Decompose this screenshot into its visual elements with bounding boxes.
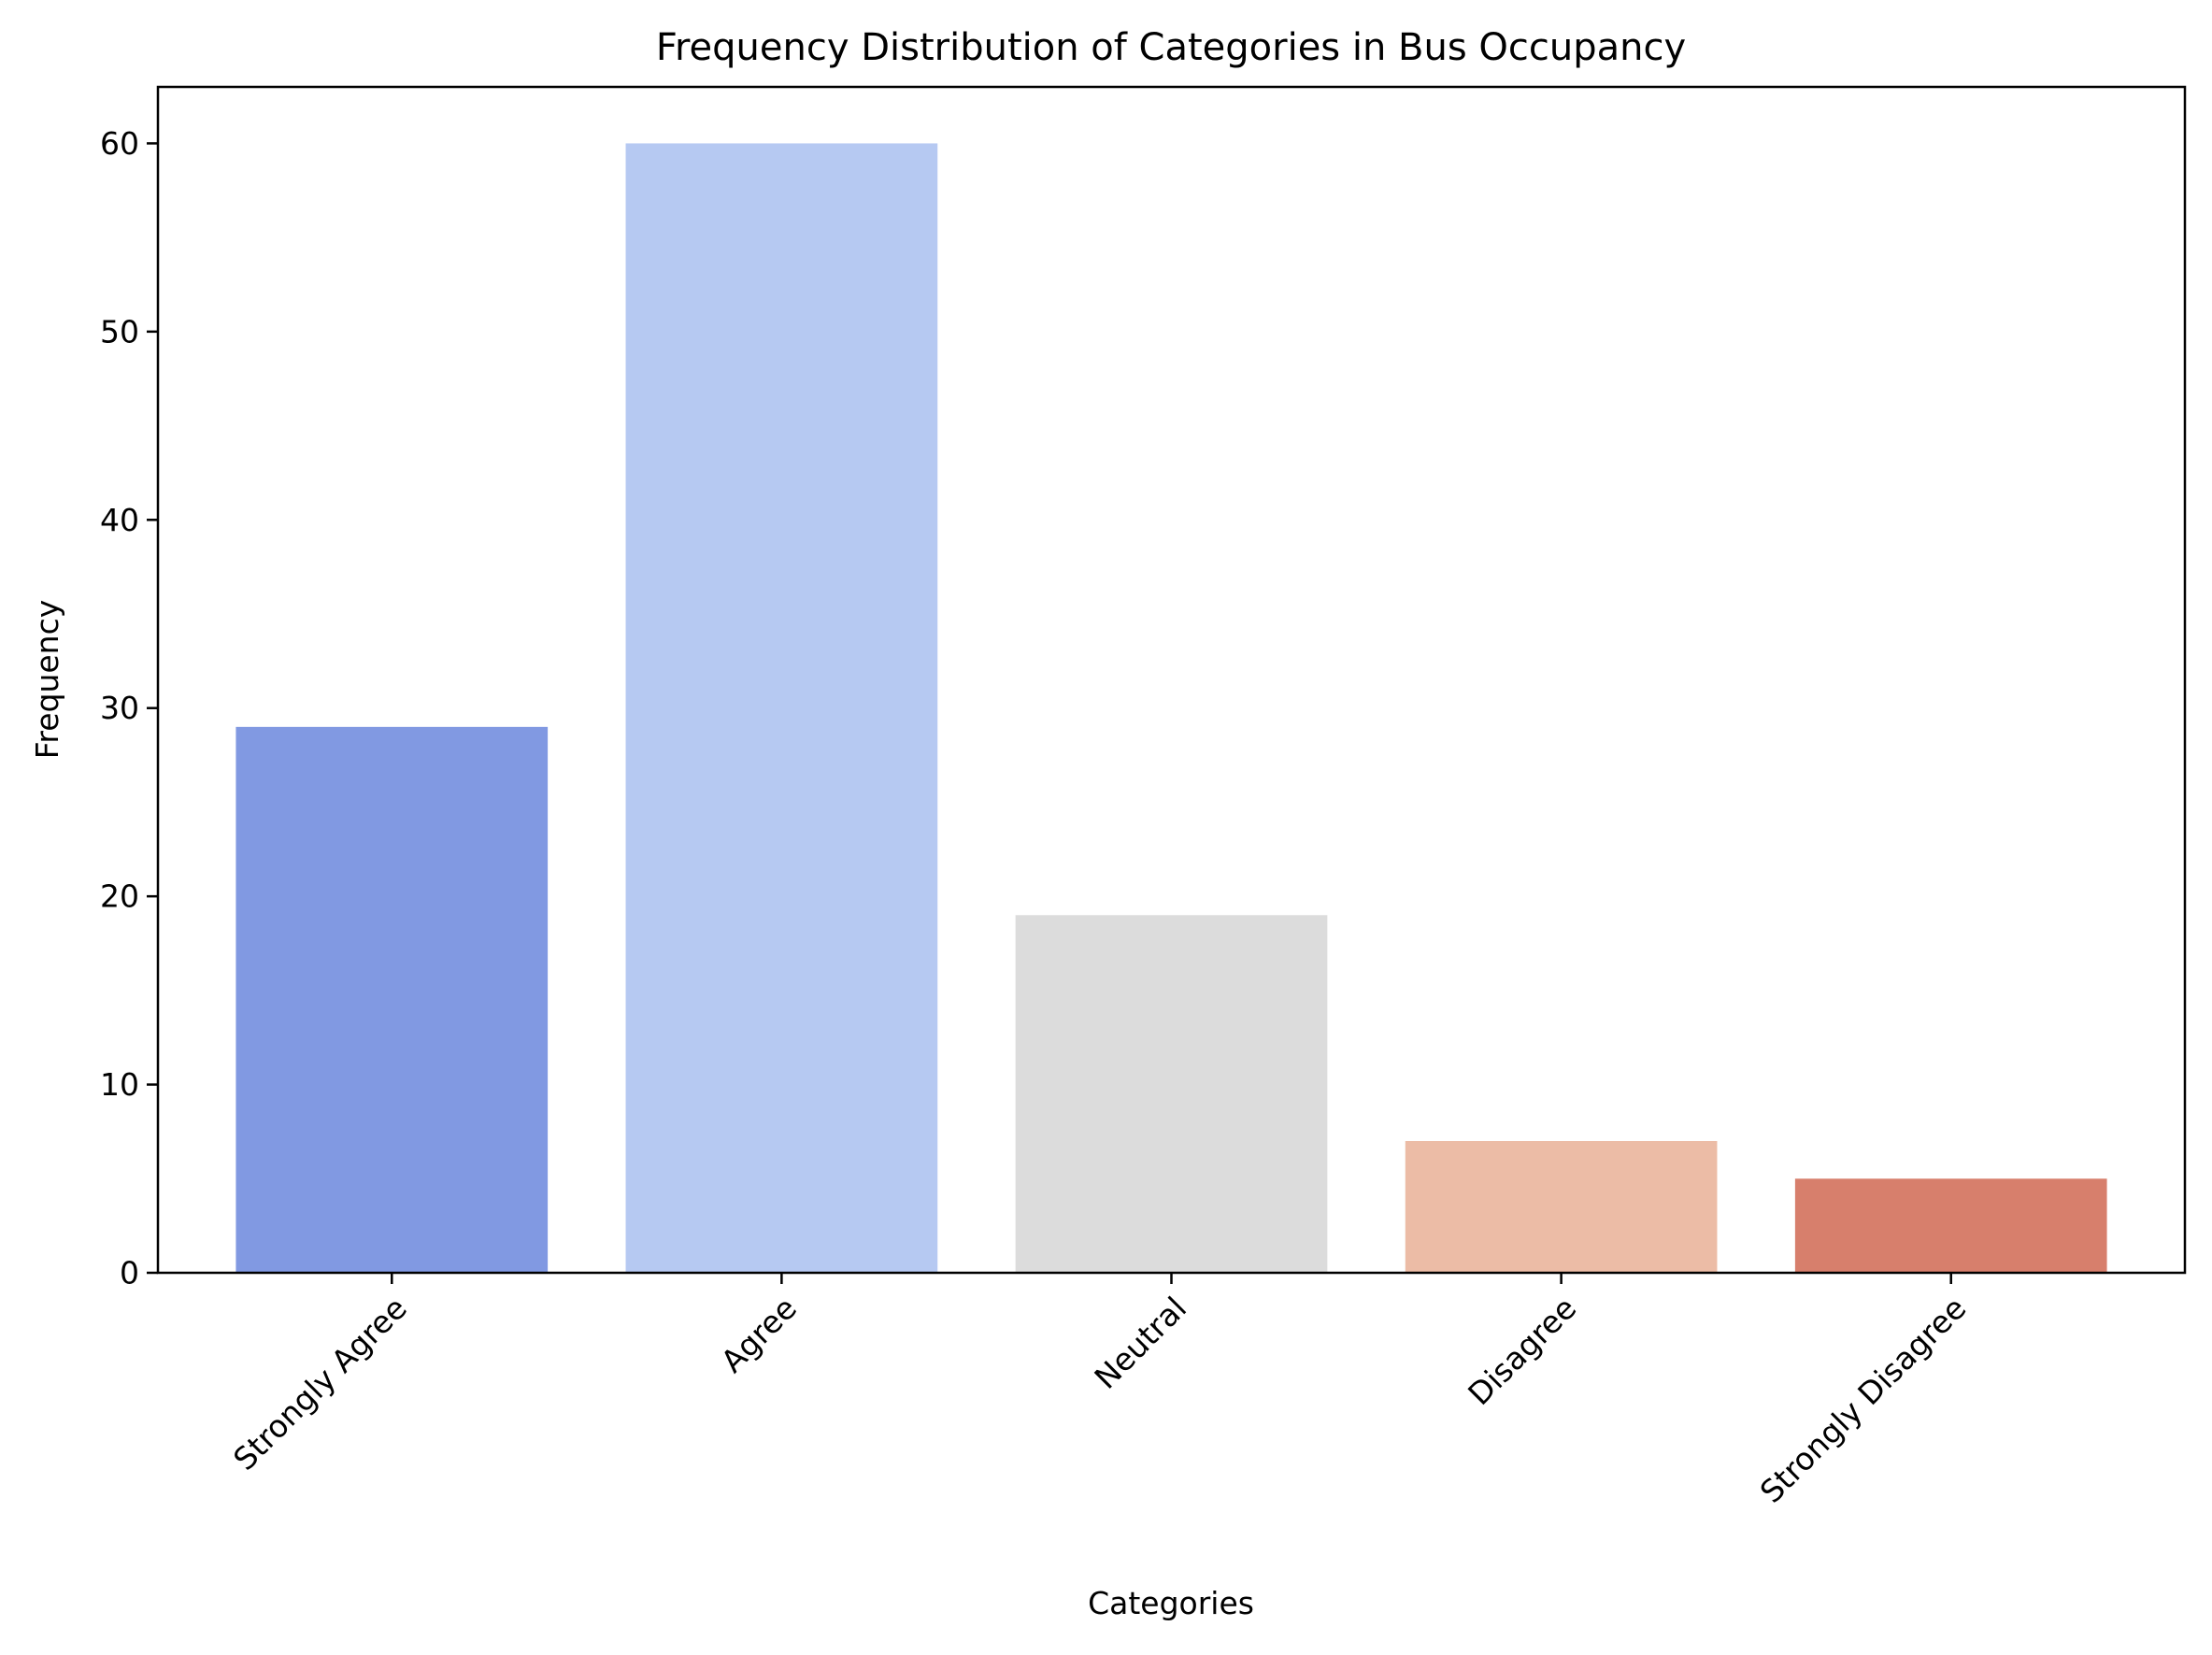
y-tick-label: 60 [100,125,139,162]
y-axis-ticks: 0 10 20 30 40 50 60 [100,125,158,1291]
y-tick-label: 40 [100,502,139,538]
bar-neutral [1015,915,1328,1273]
chart-title: Frequency Distribution of Categories in … [656,26,1686,69]
x-axis-label: Categories [1088,1585,1254,1621]
y-tick-label: 30 [100,690,139,726]
bar-strongly-agree [235,726,549,1273]
plot-frame [156,85,2187,1275]
bar-agree [625,143,938,1274]
y-axis-label: Frequency [29,600,65,759]
y-tick-label: 0 [120,1255,139,1291]
bar-disagree [1405,1141,1718,1273]
y-tick-label: 10 [100,1066,139,1103]
bars-layer [235,143,2107,1274]
y-tick-label: 20 [100,878,139,915]
bar-strongly-disagree [1794,1178,2107,1273]
y-tick-label: 50 [100,313,139,350]
